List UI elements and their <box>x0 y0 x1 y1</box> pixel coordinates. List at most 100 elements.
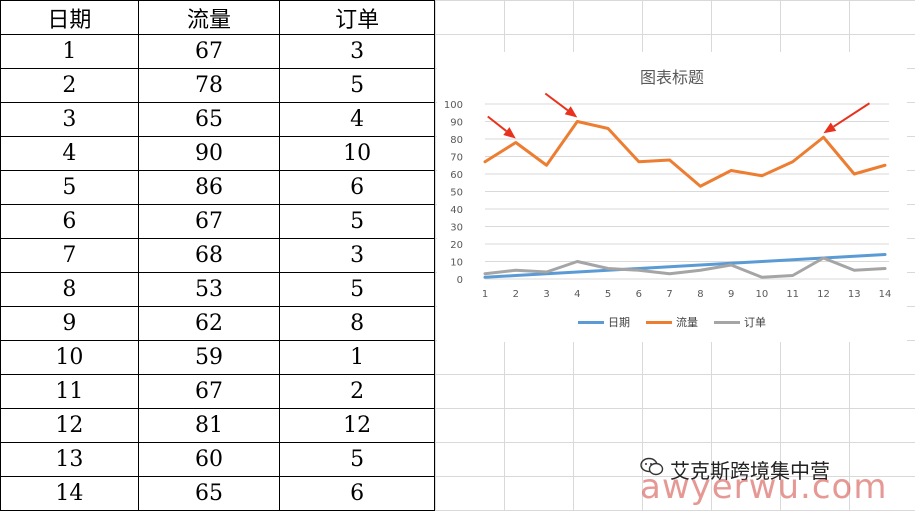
chart-title[interactable]: 图表标题 <box>639 68 704 87</box>
x-tick-label: 12 <box>817 289 830 300</box>
series-line-1 <box>483 253 887 279</box>
table-row: 4 90 10 <box>0 136 435 171</box>
legend-label: 订单 <box>744 316 766 329</box>
x-tick-label: 8 <box>697 289 703 300</box>
cell-date[interactable]: 12 <box>0 408 139 443</box>
cell-date[interactable]: 10 <box>0 340 139 375</box>
table-row: 9 62 8 <box>0 306 435 341</box>
legend-item[interactable]: 订单 <box>714 314 766 330</box>
cell-orders[interactable]: 6 <box>279 476 435 511</box>
cell-date[interactable]: 1 <box>0 34 139 69</box>
cell-traffic[interactable]: 53 <box>137 272 281 307</box>
x-tick-label: 13 <box>848 289 861 300</box>
cell-traffic[interactable]: 67 <box>137 374 281 409</box>
x-tick-label: 2 <box>513 289 519 300</box>
y-tick-label: 100 <box>444 100 463 111</box>
cell-traffic[interactable]: 59 <box>137 340 281 375</box>
table-row: 13 60 5 <box>0 442 435 477</box>
cell-orders[interactable]: 2 <box>279 374 435 409</box>
legend-swatch <box>714 320 740 324</box>
line-chart[interactable]: 图表标题 0 10 20 30 40 50 60 70 80 90 100 1 2 3 4 5 6 7 8 9 10 11… <box>437 52 907 342</box>
cell-date[interactable]: 9 <box>0 306 139 341</box>
y-tick-label: 20 <box>450 240 463 251</box>
cell-traffic[interactable]: 90 <box>137 136 281 171</box>
cell-orders[interactable]: 5 <box>279 204 435 239</box>
legend-item[interactable]: 流量 <box>646 314 698 330</box>
cell-orders[interactable]: 4 <box>279 102 435 137</box>
legend-swatch <box>646 320 672 324</box>
cell-traffic[interactable]: 78 <box>137 68 281 103</box>
x-tick-label: 1 <box>482 289 488 300</box>
header-cell-traffic[interactable]: 流量 <box>137 0 281 35</box>
table-row: 3 65 4 <box>0 102 435 137</box>
x-tick-label: 5 <box>605 289 611 300</box>
annotation-arrow-icon <box>823 122 837 134</box>
legend-item[interactable]: 日期 <box>578 314 630 330</box>
y-tick-label: 10 <box>450 258 463 269</box>
cell-date[interactable]: 7 <box>0 238 139 273</box>
x-tick-label: 11 <box>786 289 799 300</box>
table-row: 2 78 5 <box>0 68 435 103</box>
cell-orders[interactable]: 5 <box>279 68 435 103</box>
x-tick-label: 14 <box>879 289 892 300</box>
x-tick-label: 7 <box>666 289 672 300</box>
cell-traffic[interactable]: 86 <box>137 170 281 205</box>
y-tick-label: 60 <box>450 170 463 181</box>
x-tick-label: 4 <box>574 289 580 300</box>
table-row: 11 67 2 <box>0 374 435 409</box>
table-row: 14 65 6 <box>0 476 435 511</box>
y-tick-label: 30 <box>450 223 463 234</box>
cell-date[interactable]: 13 <box>0 442 139 477</box>
table-row: 12 81 12 <box>0 408 435 443</box>
chart-legend[interactable]: 日期 流量 订单 <box>437 314 907 330</box>
y-tick-label: 0 <box>457 275 463 286</box>
cell-date[interactable]: 6 <box>0 204 139 239</box>
legend-label: 流量 <box>676 316 698 329</box>
cell-orders[interactable]: 3 <box>279 34 435 69</box>
cell-date[interactable]: 5 <box>0 170 139 205</box>
cell-orders[interactable]: 3 <box>279 238 435 273</box>
cell-orders[interactable]: 10 <box>279 136 435 171</box>
table-row: 7 68 3 <box>0 238 435 273</box>
cell-date[interactable]: 4 <box>0 136 139 171</box>
cell-traffic[interactable]: 67 <box>137 204 281 239</box>
cell-orders[interactable]: 6 <box>279 170 435 205</box>
cell-orders[interactable]: 1 <box>279 340 435 375</box>
series-line-2 <box>483 120 887 188</box>
cell-traffic[interactable]: 60 <box>137 442 281 477</box>
header-cell-date[interactable]: 日期 <box>0 0 139 35</box>
cell-traffic[interactable]: 67 <box>137 34 281 69</box>
y-tick-label: 90 <box>450 118 463 129</box>
cell-orders[interactable]: 8 <box>279 306 435 341</box>
cell-traffic[interactable]: 68 <box>137 238 281 273</box>
header-cell-orders[interactable]: 订单 <box>279 0 435 35</box>
cell-traffic[interactable]: 65 <box>137 102 281 137</box>
y-tick-label: 40 <box>450 205 463 216</box>
legend-swatch <box>578 320 604 324</box>
data-table: 日期 流量 订单 1 67 3 2 78 5 3 65 4 4 90 10 5 86 6 6 67 5 7 68 3 8 5… <box>0 0 435 511</box>
table-row: 5 86 6 <box>0 170 435 205</box>
cell-traffic[interactable]: 65 <box>137 476 281 511</box>
cell-date[interactable]: 8 <box>0 272 139 307</box>
cell-traffic[interactable]: 62 <box>137 306 281 341</box>
x-tick-label: 9 <box>728 289 734 300</box>
annotation-arrow-icon <box>564 106 578 118</box>
cell-date[interactable]: 3 <box>0 102 139 137</box>
cell-date[interactable]: 11 <box>0 374 139 409</box>
cell-date[interactable]: 14 <box>0 476 139 511</box>
cell-date[interactable]: 2 <box>0 68 139 103</box>
y-tick-label: 50 <box>450 188 463 199</box>
x-tick-label: 6 <box>636 289 642 300</box>
table-row: 8 53 5 <box>0 272 435 307</box>
table-row: 10 59 1 <box>0 340 435 375</box>
cell-orders[interactable]: 5 <box>279 442 435 477</box>
x-tick-label: 3 <box>543 289 549 300</box>
cell-traffic[interactable]: 81 <box>137 408 281 443</box>
cell-orders[interactable]: 12 <box>279 408 435 443</box>
table-row: 1 67 3 <box>0 34 435 69</box>
annotation-arrow-shaft <box>487 115 507 132</box>
header-row: 日期 流量 订单 <box>0 0 435 35</box>
annotation-arrow-shaft <box>832 102 871 128</box>
cell-orders[interactable]: 5 <box>279 272 435 307</box>
